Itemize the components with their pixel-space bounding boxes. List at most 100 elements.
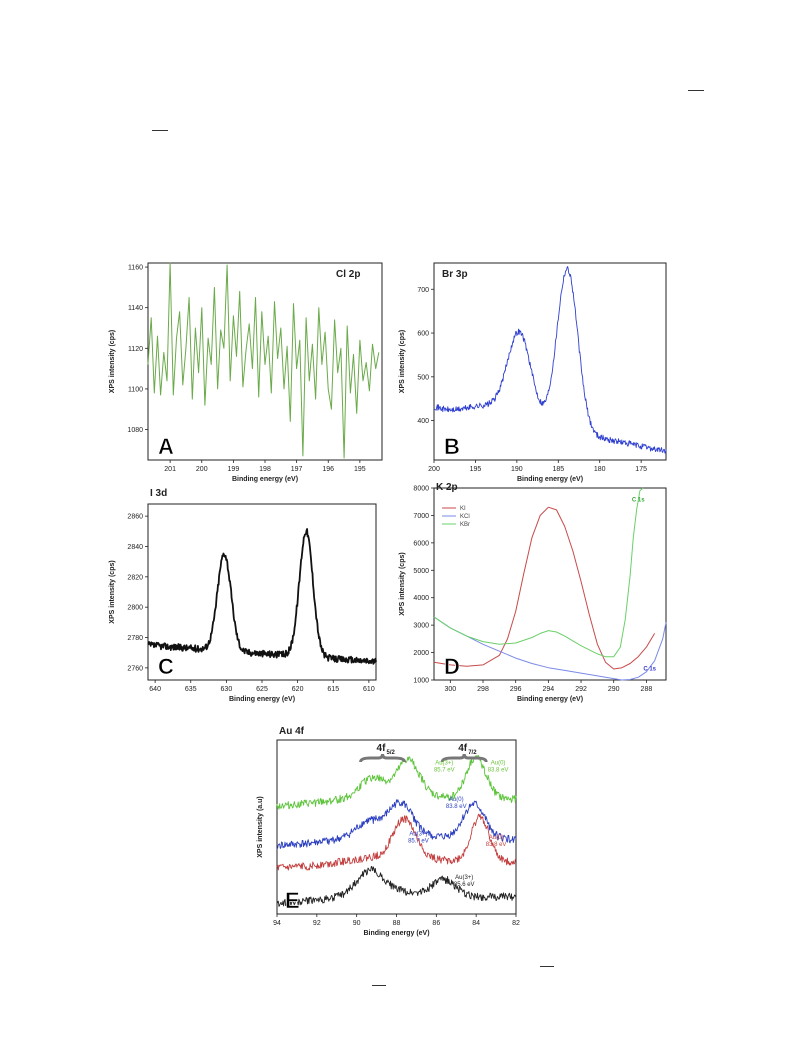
y-tick-label: 1160 xyxy=(128,265,143,272)
panel-letter: C xyxy=(158,654,174,679)
page-mark xyxy=(372,985,386,986)
series-line-0 xyxy=(276,754,517,810)
annotation-label: Au(0) xyxy=(491,760,506,766)
x-axis-label: Binding energy (eV) xyxy=(232,476,298,483)
plot-frame xyxy=(433,262,667,461)
x-tick-label: 201 xyxy=(164,466,176,473)
plot-frame xyxy=(433,487,667,681)
bracket-label-main: 4f xyxy=(458,743,468,754)
annotation-label: Au(3+) xyxy=(455,875,473,881)
y-axis-label: XPS intensity (cps) xyxy=(399,552,406,615)
annotation-label: Au(3+) xyxy=(409,832,427,838)
x-axis-label: Binding energy (eV) xyxy=(517,476,583,483)
series-line-2 xyxy=(276,813,516,871)
annotation-label: 83.8 eV xyxy=(446,804,467,810)
panel-title: Au 4f xyxy=(279,726,305,737)
chart-panel-e: 94 92 90 88 86 84 82 Binding energy (eV) XPS int… xyxy=(240,718,530,960)
chart-panel-c: 640 635 630 625 620 615 610 2760 2780 2800 2820 284… xyxy=(100,480,390,706)
annotation-label: C 1s xyxy=(632,498,645,504)
x-tick-label: 198 xyxy=(259,466,271,473)
x-tick-label: 197 xyxy=(291,466,303,473)
bracket xyxy=(440,753,488,763)
y-tick-label: 1100 xyxy=(128,386,143,393)
x-tick-label: 294 xyxy=(543,686,555,693)
x-tick-label: 610 xyxy=(363,686,375,693)
x-tick-label: 185 xyxy=(552,466,564,473)
y-tick-label: 4000 xyxy=(413,595,429,602)
y-tick-label: 7000 xyxy=(413,513,429,520)
x-tick-label: 88 xyxy=(393,920,401,927)
x-tick-label: 288 xyxy=(641,686,653,693)
annotation-label: 85.6 eV xyxy=(454,882,475,888)
chart-a-svg: 201 200 199 198 197 196 195 1080 1100 1120 1140 116… xyxy=(109,262,383,483)
annotation-label: 85.7 eV xyxy=(434,767,455,773)
x-axis-label: Binding energy (eV) xyxy=(363,930,429,937)
y-tick-label: 1140 xyxy=(128,305,143,312)
legend-label: KBr xyxy=(460,522,470,528)
annotation-label: Au(3+) xyxy=(435,760,453,766)
bracket-label-sub: 5/2 xyxy=(387,750,396,756)
y-tick-label: 500 xyxy=(417,374,429,381)
y-tick-label: 8000 xyxy=(413,486,429,493)
y-tick-label: 5000 xyxy=(413,568,429,575)
y-tick-label: 400 xyxy=(417,418,429,425)
x-tick-label: 630 xyxy=(221,686,233,693)
x-tick-label: 640 xyxy=(149,686,161,693)
y-tick-label: 1000 xyxy=(413,678,429,685)
panel-letter: E xyxy=(285,888,300,913)
series-line xyxy=(147,528,377,665)
x-tick-label: 298 xyxy=(477,686,489,693)
y-tick-label: 2760 xyxy=(127,665,143,672)
panel-title: Br 3p xyxy=(442,269,468,280)
y-tick-label: 2780 xyxy=(127,635,143,642)
y-axis-label: XPS intensity (cps) xyxy=(109,330,116,393)
x-tick-label: 195 xyxy=(354,466,366,473)
chart-d-svg: 300 298 296 294 292 290 288 1000 2000 3000 4000 500… xyxy=(399,482,667,703)
x-tick-label: 296 xyxy=(510,686,522,693)
series-line-1 xyxy=(276,799,517,850)
x-tick-label: 620 xyxy=(292,686,304,693)
panel-letter: D xyxy=(444,654,460,679)
x-tick-label: 200 xyxy=(428,466,440,473)
chart-panel-b: 200 195 190 185 180 175 400 500 600 700 Binding en… xyxy=(390,255,680,483)
panel-title: K 2p xyxy=(436,482,458,493)
x-tick-label: 190 xyxy=(511,466,523,473)
x-tick-label: 615 xyxy=(327,686,339,693)
chart-e-svg: 94 92 90 88 86 84 82 Binding energy (eV) XPS int… xyxy=(257,726,520,937)
panel-title: Cl 2p xyxy=(336,269,360,280)
x-tick-label: 625 xyxy=(256,686,268,693)
page-mark xyxy=(688,90,704,91)
annotation-label: 83.8 eV xyxy=(488,767,509,773)
x-tick-label: 195 xyxy=(470,466,482,473)
panel-letter: B xyxy=(444,434,460,459)
x-tick-label: 82 xyxy=(512,920,520,927)
x-tick-label: 94 xyxy=(273,920,281,927)
annotation-label: Au(0) xyxy=(489,835,504,841)
y-tick-label: 3000 xyxy=(413,623,429,630)
y-tick-label: 2820 xyxy=(127,574,143,581)
x-tick-label: 200 xyxy=(196,466,208,473)
series-line-ki xyxy=(433,506,656,670)
page-mark xyxy=(152,130,168,131)
x-tick-label: 175 xyxy=(635,466,647,473)
series-line xyxy=(433,266,667,454)
bracket xyxy=(359,753,407,763)
chart-panel-a: 201 200 199 198 197 196 195 1080 1100 1120 1140 116… xyxy=(100,255,390,483)
y-axis-label: XPS intensity (cps) xyxy=(399,330,406,393)
annotation-label: 83.8 eV xyxy=(486,842,507,848)
x-axis-label: Binding energy (eV) xyxy=(229,696,295,703)
bracket-label-sub: 7/2 xyxy=(468,750,477,756)
y-tick-label: 2860 xyxy=(127,514,143,521)
annotation-label: C 1s xyxy=(643,666,656,672)
x-tick-label: 84 xyxy=(472,920,480,927)
y-axis-label: XPS intensity (cps) xyxy=(109,560,116,623)
annotation-label: Au(0) xyxy=(449,797,464,803)
x-tick-label: 292 xyxy=(575,686,587,693)
y-tick-label: 1120 xyxy=(128,346,143,353)
page-mark xyxy=(540,966,554,967)
x-tick-label: 199 xyxy=(228,466,240,473)
x-tick-label: 196 xyxy=(322,466,334,473)
y-tick-label: 1080 xyxy=(127,427,143,434)
x-axis-label: Binding energy (eV) xyxy=(517,696,583,703)
chart-c-svg: 640 635 630 625 620 615 610 2760 2780 2800 2820 284… xyxy=(109,488,377,703)
